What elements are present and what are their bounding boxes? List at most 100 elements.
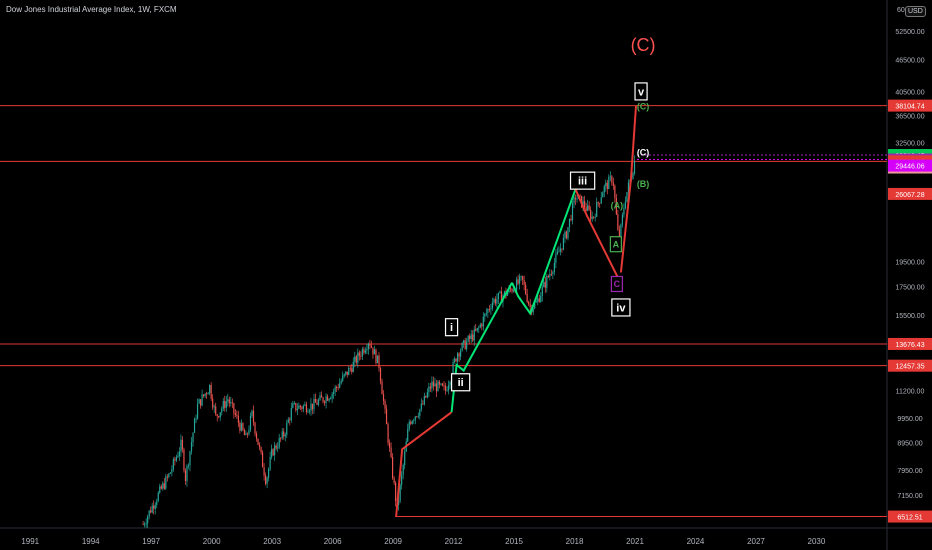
candle-body — [408, 421, 410, 430]
candle-body — [189, 451, 191, 466]
candle-body — [287, 419, 289, 423]
candle-body — [546, 276, 548, 288]
candle-body — [594, 216, 596, 218]
candle-body — [470, 334, 472, 339]
candle-body — [375, 349, 377, 364]
candle-body — [485, 312, 487, 314]
candle-body — [493, 299, 495, 303]
candle-body — [308, 410, 311, 412]
candle-body — [210, 384, 212, 399]
wave-label: iii — [578, 175, 587, 187]
candle-body — [159, 486, 161, 493]
candle-body — [590, 209, 592, 220]
candle-body — [251, 410, 253, 416]
x-tick-label: 2015 — [505, 537, 523, 546]
candle-body — [467, 335, 469, 342]
x-tick-label: 2012 — [445, 537, 463, 546]
candle-body — [617, 214, 619, 230]
candle-body — [364, 350, 366, 353]
candle-body — [145, 523, 147, 525]
candle-body — [585, 207, 587, 211]
candle-body — [339, 383, 341, 388]
wave-label: (B) — [637, 179, 650, 189]
candle-body — [537, 298, 539, 302]
candle-body — [178, 451, 181, 456]
candle-body — [385, 408, 388, 425]
candle-body — [475, 329, 477, 331]
candle-body — [556, 251, 558, 254]
candle-body — [584, 200, 586, 208]
candle-body — [227, 399, 229, 402]
candle-body — [157, 492, 159, 502]
candle-body — [193, 418, 196, 433]
candle-body — [528, 301, 530, 305]
candle-body — [292, 403, 294, 408]
x-tick-label: 2021 — [626, 537, 644, 546]
candle-body — [261, 452, 264, 468]
candle-body — [260, 447, 262, 453]
candle-body — [469, 335, 471, 339]
candle-body — [576, 198, 578, 200]
candle-body — [198, 399, 200, 404]
candle-body — [286, 422, 288, 435]
candle-body — [242, 423, 244, 431]
currency-badge[interactable]: USD — [905, 6, 926, 17]
candle-body — [562, 237, 565, 250]
candle-body — [334, 387, 336, 392]
y-tick-label: 17500.00 — [895, 285, 924, 292]
candle-body — [457, 353, 459, 362]
candle-body — [354, 356, 356, 362]
wave-label-box — [450, 373, 471, 392]
candle-body — [284, 434, 286, 437]
candle-body — [357, 352, 359, 363]
candle-body — [175, 457, 177, 461]
candle-body — [497, 292, 500, 300]
candle-body — [355, 356, 357, 363]
candle-body — [523, 279, 525, 285]
candle-body — [320, 395, 323, 398]
candle-body — [544, 282, 546, 288]
candle-body — [349, 367, 351, 369]
candle-body — [266, 477, 268, 484]
candle-body — [490, 308, 492, 310]
candle-body — [278, 437, 280, 448]
candle-body — [568, 218, 571, 228]
candle-body — [411, 421, 413, 424]
candle-body — [515, 279, 518, 292]
candle-body — [460, 350, 462, 357]
x-tick-label: 1991 — [21, 537, 39, 546]
candle-body — [600, 197, 602, 204]
candle-body — [466, 341, 468, 350]
candle-body — [615, 198, 617, 215]
candle-body — [298, 405, 300, 409]
candle-body — [449, 381, 451, 386]
candle-body — [319, 395, 321, 401]
candle-body — [154, 504, 156, 509]
candle-body — [277, 447, 279, 449]
candle-body — [236, 414, 238, 416]
candle-body — [488, 309, 490, 310]
candle-body — [372, 347, 374, 355]
wave-label: v — [638, 86, 645, 98]
x-tick-label: 1994 — [82, 537, 100, 546]
candle-body — [258, 444, 261, 448]
candle-body — [452, 361, 454, 376]
candle-body — [207, 392, 209, 395]
candle-body — [233, 403, 235, 413]
candle-body — [543, 282, 545, 288]
candle-body — [215, 406, 217, 415]
candle-body — [441, 383, 444, 386]
candle-body — [571, 203, 574, 221]
candle-body — [165, 476, 167, 489]
candle-body — [398, 501, 400, 505]
price-axis-tag-label: 6512.51 — [897, 515, 922, 522]
candle-body — [239, 422, 241, 431]
candle-body — [438, 381, 441, 385]
candle-body — [147, 516, 149, 524]
candle-body — [196, 403, 199, 419]
candle-body — [519, 276, 521, 284]
candle-body — [574, 197, 577, 200]
candle-body — [360, 355, 362, 357]
candle-body — [369, 343, 371, 346]
